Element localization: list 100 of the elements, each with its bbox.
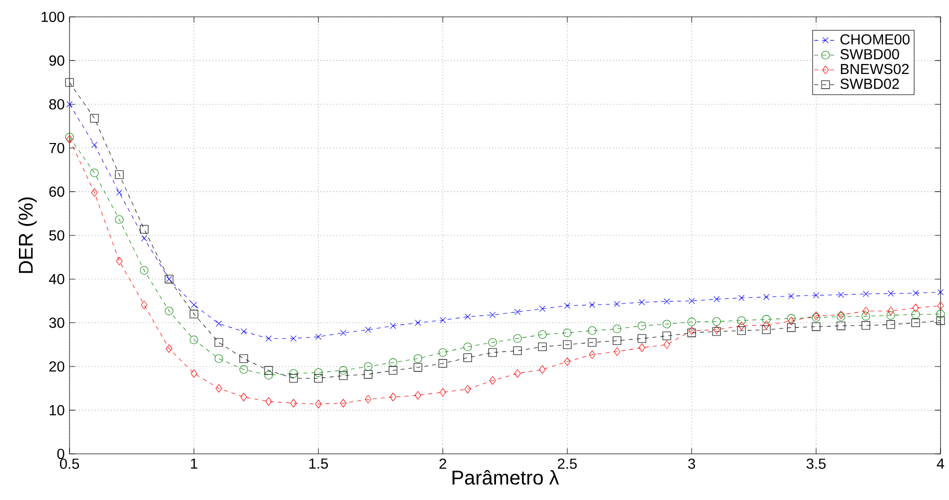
y-tick-label: 10 <box>50 405 64 416</box>
point <box>314 374 323 383</box>
point <box>289 374 298 383</box>
point <box>564 302 570 310</box>
point <box>737 316 746 326</box>
point <box>688 298 695 304</box>
y-tick-label: 60 <box>49 186 64 198</box>
point <box>539 366 546 374</box>
point <box>786 324 796 332</box>
point <box>687 318 696 326</box>
point <box>90 168 99 178</box>
x-tick-label: 3.5 <box>806 458 826 470</box>
y-tick-label: 100 <box>42 12 64 22</box>
point <box>339 366 348 375</box>
point <box>140 300 148 310</box>
point <box>390 393 396 402</box>
point <box>339 372 348 380</box>
point <box>862 306 870 316</box>
point <box>388 358 398 367</box>
point <box>116 190 122 196</box>
legend-label: SWBD00 <box>840 49 900 60</box>
point <box>937 289 944 296</box>
point <box>713 296 720 302</box>
point <box>265 397 272 406</box>
point <box>140 225 148 234</box>
point <box>115 170 124 180</box>
point <box>564 358 570 366</box>
x-tick-label: 1.5 <box>309 458 328 469</box>
legend-label: BNEWS02 <box>840 64 909 74</box>
point <box>216 320 222 327</box>
point <box>763 294 770 300</box>
point <box>813 292 820 299</box>
point <box>216 384 222 393</box>
point <box>762 315 771 324</box>
y-tick-label: 30 <box>49 318 64 328</box>
point <box>440 388 446 397</box>
point <box>164 306 174 316</box>
point <box>190 310 198 318</box>
point <box>589 302 596 308</box>
point <box>438 348 448 357</box>
point <box>664 340 670 350</box>
point <box>488 348 497 357</box>
y-tick-label: 70 <box>49 143 64 154</box>
point <box>638 322 646 330</box>
point <box>65 78 74 87</box>
point <box>141 236 148 242</box>
point <box>588 338 596 347</box>
point <box>239 354 248 364</box>
point <box>513 346 522 356</box>
point <box>390 322 396 330</box>
point <box>115 216 124 224</box>
point <box>911 310 920 319</box>
y-tick-label: 90 <box>49 56 64 66</box>
y-tick-label: 50 <box>49 230 64 241</box>
point <box>812 322 820 332</box>
x-tick-label: 1 <box>191 458 198 469</box>
point <box>290 336 297 342</box>
point <box>886 320 896 329</box>
x-tick-label: 3 <box>688 458 696 470</box>
point <box>514 308 521 316</box>
point <box>638 344 646 352</box>
point <box>786 314 796 323</box>
y-tick-label: 80 <box>49 99 64 110</box>
point <box>936 310 945 318</box>
point <box>414 354 422 364</box>
point <box>388 366 398 375</box>
point <box>888 290 894 297</box>
point <box>463 342 472 352</box>
point <box>239 366 248 374</box>
x-tick-label: 4 <box>936 458 944 469</box>
point <box>738 322 745 330</box>
point <box>214 354 224 364</box>
point <box>614 301 620 308</box>
point <box>614 348 620 356</box>
point <box>289 369 298 378</box>
point <box>638 334 646 343</box>
point <box>315 400 322 409</box>
point <box>166 344 172 354</box>
point <box>364 362 372 371</box>
y-tick-label: 0 <box>57 448 64 460</box>
y-axis-title: DER (%) <box>18 198 37 274</box>
point <box>563 340 572 350</box>
point <box>116 257 123 266</box>
point <box>662 332 672 340</box>
point <box>588 350 596 360</box>
x-tick-label: 0.5 <box>60 458 80 470</box>
point <box>513 334 522 343</box>
point <box>66 101 73 108</box>
point <box>90 114 99 123</box>
point <box>290 399 297 408</box>
point <box>912 290 919 296</box>
point <box>240 393 247 402</box>
point <box>763 320 770 330</box>
point <box>464 314 471 320</box>
point <box>588 326 596 336</box>
point <box>712 317 721 326</box>
point <box>463 354 472 362</box>
y-tick-label: 40 <box>48 274 64 284</box>
point <box>563 328 572 338</box>
point <box>340 330 346 336</box>
